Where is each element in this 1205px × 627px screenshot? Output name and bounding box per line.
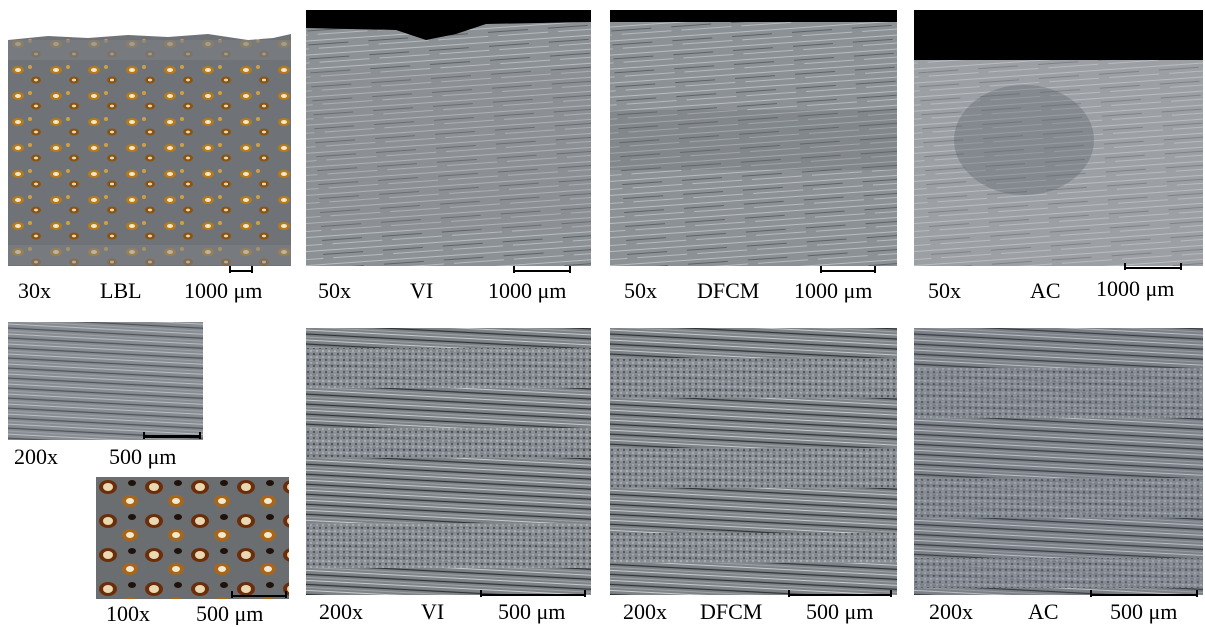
caption: 100x 500 μm [96, 591, 289, 625]
caption: 30x LBL 1000 μm [8, 266, 291, 310]
magnification-label: 200x [319, 599, 363, 624]
micrograph-dfcm [610, 10, 897, 310]
scale-bar-label: 500 μm [498, 599, 566, 624]
caption: 200x AC 500 μm [914, 590, 1203, 625]
panel-lbl-200x: 200x 500 μm [8, 322, 203, 470]
scale-bar [1124, 263, 1182, 270]
scale-bar [513, 266, 571, 273]
caption: 50x VI 1000 μm [306, 266, 591, 310]
magnification-label: 200x [14, 444, 58, 469]
method-label: LBL [100, 278, 142, 303]
panel-ac-200x: 200x AC 500 μm [914, 328, 1203, 625]
micrograph-ac-200x [914, 328, 1203, 625]
scale-bar [788, 590, 892, 597]
micrograph-vi [306, 10, 591, 310]
scale-bar-label: 500 μm [109, 444, 177, 469]
caption: 50x DFCM 1000 μm [610, 266, 897, 310]
scale-bar-label: 1000 μm [184, 278, 263, 303]
panel-dfcm-200x: 200x DFCM 500 μm [610, 328, 897, 625]
method-label: DFCM [697, 278, 760, 303]
scale-bar [480, 590, 586, 597]
magnification-label: 50x [624, 278, 657, 303]
magnification-label: 50x [928, 278, 961, 303]
scale-bar-label: 1000 μm [794, 278, 873, 303]
scale-bar [231, 591, 287, 598]
micrograph-lbl-voids [8, 10, 291, 310]
scale-bar-label: 1000 μm [1096, 276, 1175, 301]
panel-vi-200x: 200x VI 500 μm [306, 328, 591, 625]
micrograph-dfcm-200x [610, 328, 897, 625]
magnification-label: 100x [106, 601, 150, 625]
caption: 50x AC 1000 μm [914, 263, 1203, 310]
scale-bar-label: 500 μm [196, 601, 264, 625]
caption: 200x DFCM 500 μm [610, 590, 897, 625]
scale-bar-label: 500 μm [1110, 599, 1178, 624]
caption: 200x VI 500 μm [306, 590, 591, 625]
panel-dfcm-50x: 50x DFCM 1000 μm [610, 10, 897, 310]
scale-bar [143, 432, 201, 439]
panel-ac-50x: 50x AC 1000 μm [914, 10, 1203, 310]
magnification-label: 30x [18, 278, 51, 303]
magnification-label: 50x [318, 278, 351, 303]
scale-bar [1090, 590, 1198, 597]
method-label: AC [1028, 599, 1059, 624]
caption: 200x 500 μm [8, 432, 203, 470]
method-label: DFCM [700, 599, 763, 624]
scale-bar-label: 1000 μm [488, 278, 567, 303]
magnification-label: 200x [929, 599, 973, 624]
method-label: VI [421, 599, 445, 624]
method-label: VI [410, 278, 434, 303]
magnification-label: 200x [623, 599, 667, 624]
micrograph-vi-200x [306, 328, 591, 625]
scale-bar [820, 266, 876, 273]
method-label: AC [1030, 278, 1061, 303]
panel-lbl-100x: 100x 500 μm [96, 477, 289, 625]
scale-bar [229, 266, 253, 273]
micrograph-ac [914, 10, 1203, 310]
panel-vi-50x: 50x VI 1000 μm [306, 10, 591, 310]
scale-bar-label: 500 μm [806, 599, 874, 624]
panel-lbl-30x: 30x LBL 1000 μm [8, 10, 291, 310]
